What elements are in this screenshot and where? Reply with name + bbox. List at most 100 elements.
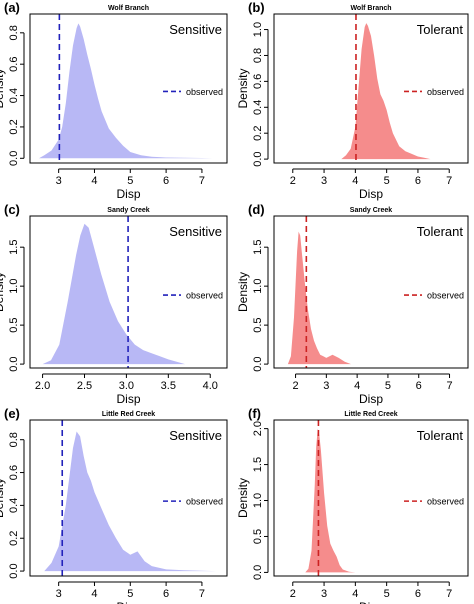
x-tick-label: 5 bbox=[385, 380, 391, 392]
x-tick-label: 4 bbox=[354, 380, 360, 392]
x-tick-label: 2 bbox=[290, 588, 296, 600]
x-axis-title: Disp bbox=[116, 187, 140, 201]
plot-frame bbox=[29, 419, 228, 577]
y-axis-title: Density bbox=[0, 478, 6, 518]
y-tick-label: 2.0 bbox=[252, 421, 264, 436]
y-tick-label: 0.0 bbox=[8, 563, 20, 578]
panel-letter: (c) bbox=[4, 202, 20, 217]
x-tick-label: 7 bbox=[199, 588, 205, 600]
x-axis-title: Disp bbox=[116, 392, 140, 406]
panel-letter: (f) bbox=[248, 406, 261, 421]
x-tick-label: 3 bbox=[321, 175, 327, 187]
x-tick-label: 6 bbox=[163, 588, 169, 600]
group-label: Tolerant bbox=[417, 22, 464, 37]
legend-label: observed bbox=[186, 291, 223, 301]
plot-frame bbox=[273, 215, 469, 369]
x-tick-label: 2.0 bbox=[35, 380, 50, 392]
density-area bbox=[305, 428, 356, 573]
y-tick-label: 1.0 bbox=[252, 22, 264, 37]
y-axis-title: Density bbox=[0, 272, 6, 312]
x-tick-label: 7 bbox=[199, 175, 205, 187]
y-tick-label: 0.5 bbox=[8, 317, 20, 332]
panel-letter: (b) bbox=[248, 0, 265, 15]
y-tick-label: 0.5 bbox=[252, 529, 264, 544]
x-tick-label: 5 bbox=[127, 175, 133, 187]
panel-a: 3 4 5 6 7 0.0 0.2 0.4 0.6 0.8 Disp Density (a) Wolf B… bbox=[0, 0, 228, 201]
x-tick-label: 7 bbox=[446, 175, 452, 187]
y-tick-label: 0.0 bbox=[8, 151, 20, 166]
y-tick-label: 0.0 bbox=[252, 151, 264, 166]
group-label: Tolerant bbox=[417, 224, 464, 239]
y-tick-label: 0.0 bbox=[252, 356, 264, 371]
x-tick-label: 5 bbox=[384, 588, 390, 600]
x-tick-label: 3 bbox=[321, 588, 327, 600]
legend-label: observed bbox=[427, 87, 464, 97]
x-tick-label: 2 bbox=[292, 380, 298, 392]
y-tick-label: 0.0 bbox=[8, 356, 20, 371]
panel-f: 2 3 4 5 6 7 0.0 0.5 1.0 1.5 2.0 Disp Density (f) Littl… bbox=[236, 406, 469, 604]
legend-label: observed bbox=[186, 497, 223, 507]
group-label: Tolerant bbox=[417, 428, 464, 443]
y-axis-title: Density bbox=[0, 68, 6, 108]
x-tick-label: 6 bbox=[415, 175, 421, 187]
plot-frame bbox=[273, 13, 469, 164]
x-tick-label: 2.5 bbox=[77, 380, 92, 392]
x-tick-label: 4 bbox=[352, 175, 358, 187]
y-tick-label: 0.4 bbox=[8, 498, 20, 513]
x-axis-title: Disp bbox=[116, 600, 140, 604]
y-tick-label: 1.0 bbox=[252, 493, 264, 508]
y-tick-label: 0.8 bbox=[252, 48, 264, 63]
x-tick-label: 3.0 bbox=[119, 380, 134, 392]
density-area bbox=[287, 231, 351, 365]
x-axis-title: Disp bbox=[359, 187, 383, 201]
panel-title: Little Red Creek bbox=[102, 411, 155, 418]
x-tick-label: 3 bbox=[323, 380, 329, 392]
y-axis-title: Density bbox=[236, 478, 250, 518]
y-tick-label: 0.6 bbox=[8, 57, 20, 72]
x-axis-title: Disp bbox=[359, 392, 383, 406]
plot-frame bbox=[273, 419, 469, 577]
y-tick-label: 1.5 bbox=[8, 240, 20, 255]
x-tick-label: 4 bbox=[352, 588, 358, 600]
legend-label: observed bbox=[427, 291, 464, 301]
density-area bbox=[39, 23, 213, 159]
panel-letter: (d) bbox=[248, 202, 265, 217]
plot-frame bbox=[29, 13, 228, 164]
panel-title: Sandy Creek bbox=[107, 207, 150, 214]
y-tick-label: 0.2 bbox=[8, 531, 20, 546]
group-label: Sensitive bbox=[169, 428, 222, 443]
x-tick-label: 3 bbox=[56, 175, 62, 187]
y-tick-label: 0.0 bbox=[252, 565, 264, 580]
panel-letter: (a) bbox=[4, 0, 20, 15]
y-axis-title: Density bbox=[236, 272, 250, 312]
y-tick-label: 0.5 bbox=[252, 317, 264, 332]
panel-title: Little Red Creek bbox=[344, 411, 397, 418]
x-tick-label: 3.5 bbox=[161, 380, 176, 392]
density-area bbox=[42, 223, 186, 365]
y-tick-label: 1.5 bbox=[252, 457, 264, 472]
panel-title: Sandy Creek bbox=[350, 207, 393, 214]
x-tick-label: 5 bbox=[127, 588, 133, 600]
y-tick-label: 0.8 bbox=[8, 432, 20, 447]
y-tick-label: 0.2 bbox=[8, 119, 20, 134]
panel-c: 2.0 2.5 3.0 3.5 4.0 0.0 0.5 1.0 1.5 Disp Density (c… bbox=[0, 202, 228, 406]
density-area bbox=[44, 431, 217, 572]
x-tick-label: 7 bbox=[446, 380, 452, 392]
y-tick-label: 1.5 bbox=[252, 240, 264, 255]
y-tick-label: 0.4 bbox=[8, 88, 20, 103]
y-axis-title: Density bbox=[236, 68, 250, 108]
x-tick-label: 4 bbox=[91, 175, 97, 187]
y-tick-label: 0.2 bbox=[252, 126, 264, 141]
group-label: Sensitive bbox=[169, 22, 222, 37]
x-tick-label: 6 bbox=[163, 175, 169, 187]
panel-d: 2 3 4 5 6 7 0.0 0.5 1.0 1.5 Disp Density (d) Sandy Cr… bbox=[236, 202, 469, 406]
y-tick-label: 0.6 bbox=[8, 465, 20, 480]
y-tick-label: 1.0 bbox=[8, 279, 20, 294]
panel-title: Wolf Branch bbox=[108, 5, 149, 12]
group-label: Sensitive bbox=[169, 224, 222, 239]
x-tick-label: 6 bbox=[415, 588, 421, 600]
panel-title: Wolf Branch bbox=[350, 5, 391, 12]
y-tick-label: 1.0 bbox=[252, 279, 264, 294]
x-tick-label: 2 bbox=[290, 175, 296, 187]
x-tick-label: 3 bbox=[56, 588, 62, 600]
